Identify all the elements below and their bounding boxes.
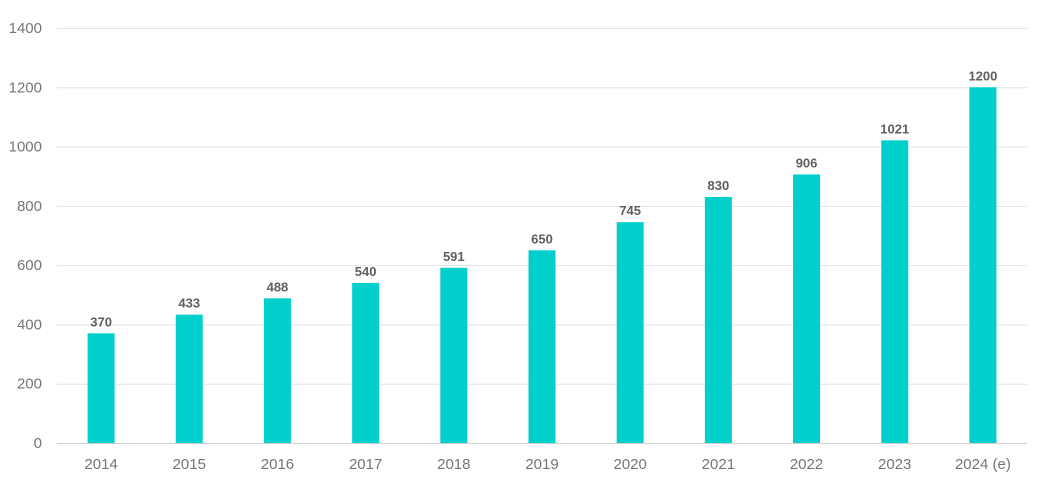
data-label: 370: [90, 314, 112, 329]
bar-2022: [793, 174, 821, 443]
x-tick-label: 2022: [790, 456, 823, 473]
y-tick-label: 1000: [9, 139, 42, 156]
data-label: 1021: [880, 121, 909, 136]
x-tick-label: 2016: [261, 456, 294, 473]
data-label: 650: [531, 231, 553, 246]
y-tick-label: 0: [34, 435, 42, 452]
y-tick-label: 600: [17, 257, 42, 274]
data-label: 906: [796, 155, 818, 170]
data-label: 488: [267, 279, 289, 294]
y-axis-ticks: 0 200 400 600 800 1000 1200 1400: [9, 20, 42, 452]
bar-2024-e: [969, 87, 997, 444]
bar-2017: [352, 282, 380, 443]
y-tick-label: 1200: [9, 79, 42, 96]
bar-2021: [704, 196, 732, 443]
data-label: 830: [708, 178, 730, 193]
y-tick-label: 800: [17, 198, 42, 215]
bar-2014: [87, 333, 115, 443]
bar-2015: [175, 314, 203, 443]
data-label: 540: [355, 264, 377, 279]
bar-2023: [881, 140, 909, 443]
x-tick-label: 2014: [84, 456, 117, 473]
y-tick-label: 1400: [9, 20, 42, 37]
bar-2019: [528, 250, 556, 443]
x-tick-label: 2015: [173, 456, 206, 473]
data-label: 1200: [968, 68, 997, 83]
y-tick-label: 400: [17, 316, 42, 333]
x-tick-label: 2024 (e): [955, 456, 1011, 473]
data-label: 591: [443, 249, 465, 264]
x-tick-label: 2018: [437, 456, 470, 473]
data-label: 745: [619, 203, 641, 218]
x-tick-label: 2020: [613, 456, 646, 473]
bar-2016: [263, 298, 291, 443]
x-tick-label: 2023: [878, 456, 911, 473]
bars: [87, 87, 997, 444]
x-tick-label: 2021: [702, 456, 735, 473]
x-tick-label: 2017: [349, 456, 382, 473]
y-tick-label: 200: [17, 376, 42, 393]
bar-2020: [616, 222, 644, 443]
bar-2018: [440, 267, 468, 443]
x-axis-ticks: 2014 2015 2016 2017 2018 2019 2020 2021 2022 2023…: [84, 456, 1010, 473]
x-tick-label: 2019: [525, 456, 558, 473]
data-label: 433: [178, 296, 200, 311]
data-labels: 370 433 488 540 591 650 745 830 906 1021 1200: [90, 68, 997, 329]
